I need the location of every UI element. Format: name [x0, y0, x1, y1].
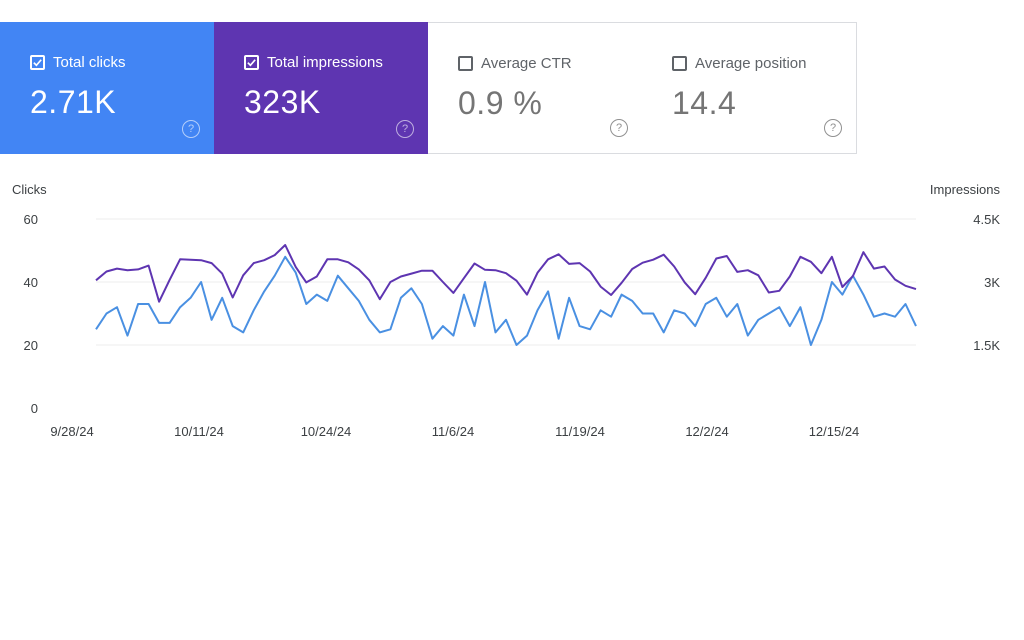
x-axis-tick: 11/19/24 — [555, 424, 605, 439]
performance-chart: Clicks Impressions 60 40 20 0 4.5K 3K 1.5K 9/28… — [0, 178, 1024, 448]
right-axis-tick: 3K — [984, 275, 1000, 290]
right-axis-title: Impressions — [929, 182, 1000, 197]
metric-card-average-position[interactable]: Average position 14.4 ? — [642, 22, 857, 154]
chart-plot: 60 40 20 0 4.5K 3K 1.5K 9/28/24 10/11/24 10/24/24… — [24, 212, 1001, 439]
metric-label: Average CTR — [481, 54, 572, 72]
metric-card-total-impressions[interactable]: Total impressions 323K ? — [214, 22, 428, 154]
metric-label: Average position — [695, 54, 807, 72]
left-axis-tick: 40 — [24, 275, 38, 290]
left-axis-title: Clicks — [12, 182, 47, 197]
left-axis-tick: 0 — [31, 401, 38, 416]
checkbox-checked-icon[interactable] — [30, 54, 45, 70]
series-line-total-clicks — [95, 255, 917, 346]
metric-label: Total impressions — [267, 53, 383, 71]
help-icon[interactable]: ? — [610, 119, 628, 137]
metric-cards: Total clicks 2.71K ? Total impressions 3… — [0, 22, 857, 154]
help-icon[interactable]: ? — [396, 120, 414, 138]
help-icon[interactable]: ? — [182, 120, 200, 138]
x-axis-tick: 10/11/24 — [174, 424, 224, 439]
x-axis-tick: 10/24/24 — [301, 424, 352, 439]
checkbox-unchecked-icon[interactable] — [458, 55, 473, 71]
left-axis-tick: 60 — [24, 212, 38, 227]
left-axis-tick: 20 — [24, 338, 38, 353]
metric-card-total-clicks[interactable]: Total clicks 2.71K ? — [0, 22, 214, 154]
metric-label: Total clicks — [53, 53, 126, 71]
help-icon[interactable]: ? — [824, 119, 842, 137]
metric-value: 14.4 — [672, 85, 737, 121]
metric-value: 0.9 % — [458, 85, 543, 121]
checkbox-unchecked-icon[interactable] — [672, 55, 687, 71]
metric-card-average-ctr[interactable]: Average CTR 0.9 % ? — [428, 22, 642, 154]
x-axis-tick: 11/6/24 — [432, 424, 474, 439]
checkbox-checked-icon[interactable] — [244, 54, 259, 70]
x-axis-tick: 9/28/24 — [50, 424, 93, 439]
metric-value: 2.71K — [30, 84, 117, 120]
right-axis-tick: 1.5K — [973, 338, 1000, 353]
x-axis-tick: 12/15/24 — [809, 424, 860, 439]
right-axis-tick: 4.5K — [973, 212, 1000, 227]
metric-value: 323K — [244, 84, 321, 120]
x-axis-tick: 12/2/24 — [685, 424, 728, 439]
series-line-total-impressions — [95, 244, 917, 303]
